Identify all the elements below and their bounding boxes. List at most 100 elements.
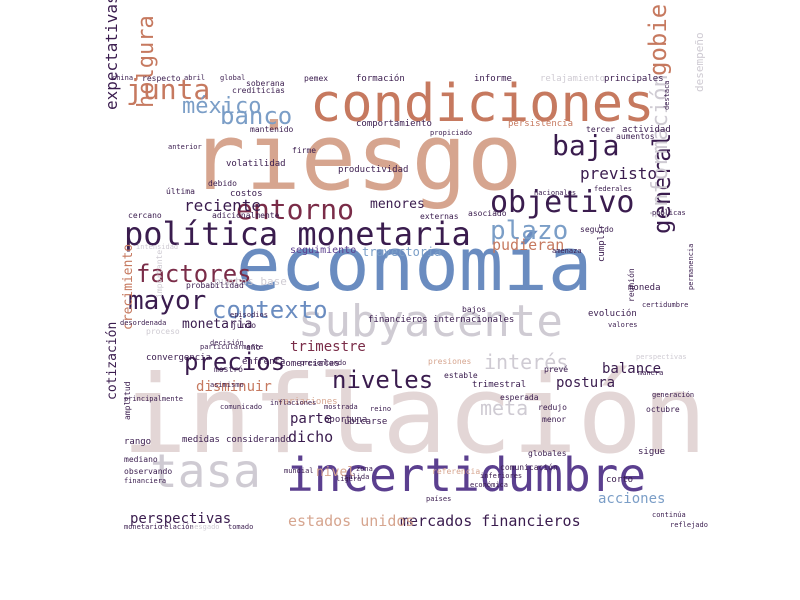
word-objetivo: objetivo <box>490 185 635 220</box>
word-proceso: proceso <box>146 327 180 336</box>
word-decision: decisión <box>210 339 244 347</box>
word-externas: externas <box>420 212 459 221</box>
word-respecto: respecto <box>142 74 181 83</box>
word-junio: junio <box>232 321 257 330</box>
word-financieros-internacionales: financieros internacionales <box>368 315 515 325</box>
word-actividad: actividad <box>622 125 671 135</box>
word-reunion: reunión <box>627 268 636 302</box>
word-seguido: seguido <box>580 225 614 234</box>
word-salida: salida <box>344 473 370 481</box>
word-banco: banco <box>220 102 293 130</box>
word-condiciones: condiciones <box>310 74 655 134</box>
word-perspectivas: perspectivas <box>130 511 232 527</box>
word-previsto: previsto <box>580 164 658 183</box>
word-probabilidad: probabilidad <box>186 281 244 290</box>
word-comerciales: comerciales <box>280 359 340 369</box>
word-puntos-base: puntos base <box>214 275 287 288</box>
word-menor: menor <box>542 415 567 424</box>
word-propiciado: propiciado <box>430 129 473 137</box>
word-aumentos: aumentos <box>616 132 655 141</box>
word-riesgo: riesgo <box>190 104 523 211</box>
word-amenaza: amenaza <box>552 247 582 255</box>
word-entorno: entorno <box>236 193 355 226</box>
word-estable: estable <box>444 371 478 380</box>
word-redujo: redujo <box>538 403 567 412</box>
word-nivel: nivel <box>316 465 356 480</box>
word-costos: costos <box>230 189 263 199</box>
word-holgura: holgura <box>134 15 159 108</box>
word-persistencia: persistencia <box>508 119 574 129</box>
word-publicas: públicas <box>652 209 686 217</box>
word-parte: parte <box>290 411 333 427</box>
word-perspectivas: perspectivas <box>636 353 687 361</box>
word-desordenada: desordenada <box>120 319 167 327</box>
word-trimestral: trimestral <box>472 380 527 390</box>
word-balance: balance <box>602 361 662 377</box>
word-meta: meta <box>480 396 529 420</box>
word-octubre: octubre <box>646 405 680 414</box>
word-relacion: relación <box>160 523 194 531</box>
word-comportamiento: comportamiento <box>356 119 432 129</box>
word-contexto: contexto <box>212 296 328 324</box>
word-tercer: tercer <box>586 125 615 134</box>
word-politica-monetaria: política monetaria <box>124 215 471 253</box>
word-reciente: reciente <box>184 196 262 215</box>
word-plazo: plazo <box>490 216 569 246</box>
word-valores: valores <box>608 321 638 329</box>
word-ultima: última <box>166 187 195 196</box>
word-manera: manera <box>638 369 664 377</box>
word-incertidumbre: incertidumbre <box>286 448 647 502</box>
word-mercados-financieros: mercados financieros <box>400 512 581 530</box>
word-interes: interés <box>484 350 569 374</box>
word-tomado: tomado <box>228 523 254 531</box>
word-importante: importante <box>155 249 164 298</box>
word-economia: economía <box>236 222 593 308</box>
word-abril: abril <box>184 74 206 82</box>
word-dicho: dicho <box>288 428 334 446</box>
word-junta: junta <box>126 73 211 106</box>
word-productividad: productividad <box>338 165 409 175</box>
word-presentando: presentando <box>300 359 347 367</box>
word-pudieran: pudieran <box>492 236 565 254</box>
word-monetaria: monetaria <box>182 317 253 332</box>
word-monetario: monetario <box>124 523 162 531</box>
word-estados-unidos: estados unidos <box>288 512 415 530</box>
word-principales: principales <box>604 74 664 84</box>
word-factores: factores <box>136 260 252 288</box>
word-asimismo: asimismo <box>210 381 244 389</box>
word-subyacente: subyacente <box>298 296 563 347</box>
word-menores: menores <box>370 197 425 212</box>
word-tasa: tasa <box>150 444 261 498</box>
word-volatilidad: volatilidad <box>226 159 286 169</box>
word-episodios: episodios <box>230 311 268 319</box>
word-china: china <box>112 74 134 82</box>
word-asociado: asociado <box>468 209 507 218</box>
word-paises: países <box>426 495 452 503</box>
word-disminuir: disminuir <box>196 379 272 395</box>
word-certidumbre: certidumbre <box>642 301 689 309</box>
word-observando: observando <box>124 467 173 476</box>
word-moneda: moneda <box>628 283 661 293</box>
word-globales: globales <box>528 449 567 458</box>
word-nacionales: nacionales <box>534 189 577 197</box>
word-zona: zona <box>356 465 373 473</box>
word-federales: federales <box>594 185 632 193</box>
word-seguimiento: seguimiento <box>290 245 357 256</box>
word-mostro: mostró <box>214 365 243 374</box>
word-crecimiento: crecimiento <box>121 243 136 330</box>
word-firme: firme <box>292 146 317 155</box>
word-cotizacion: cotización <box>105 321 120 400</box>
word-debido: debido <box>208 179 237 188</box>
word-gobierno: gobierno <box>644 0 672 76</box>
word-preve: prevé <box>544 365 569 374</box>
word-comunicado: comunicado <box>220 403 263 411</box>
word-financiera: financiera <box>124 477 167 485</box>
word-inflaciones: inflaciones <box>270 399 317 407</box>
word-adicionalmente: adicionalmente <box>212 211 280 220</box>
word-cumplir: cumplir <box>597 224 607 262</box>
word-mostrada: mostrada <box>324 403 358 411</box>
word-generacion: generación <box>652 391 695 399</box>
word-trayectoria: trayectoria <box>362 245 442 259</box>
word-cercano: cercano <box>128 211 162 220</box>
word-esperada: esperada <box>500 393 539 402</box>
